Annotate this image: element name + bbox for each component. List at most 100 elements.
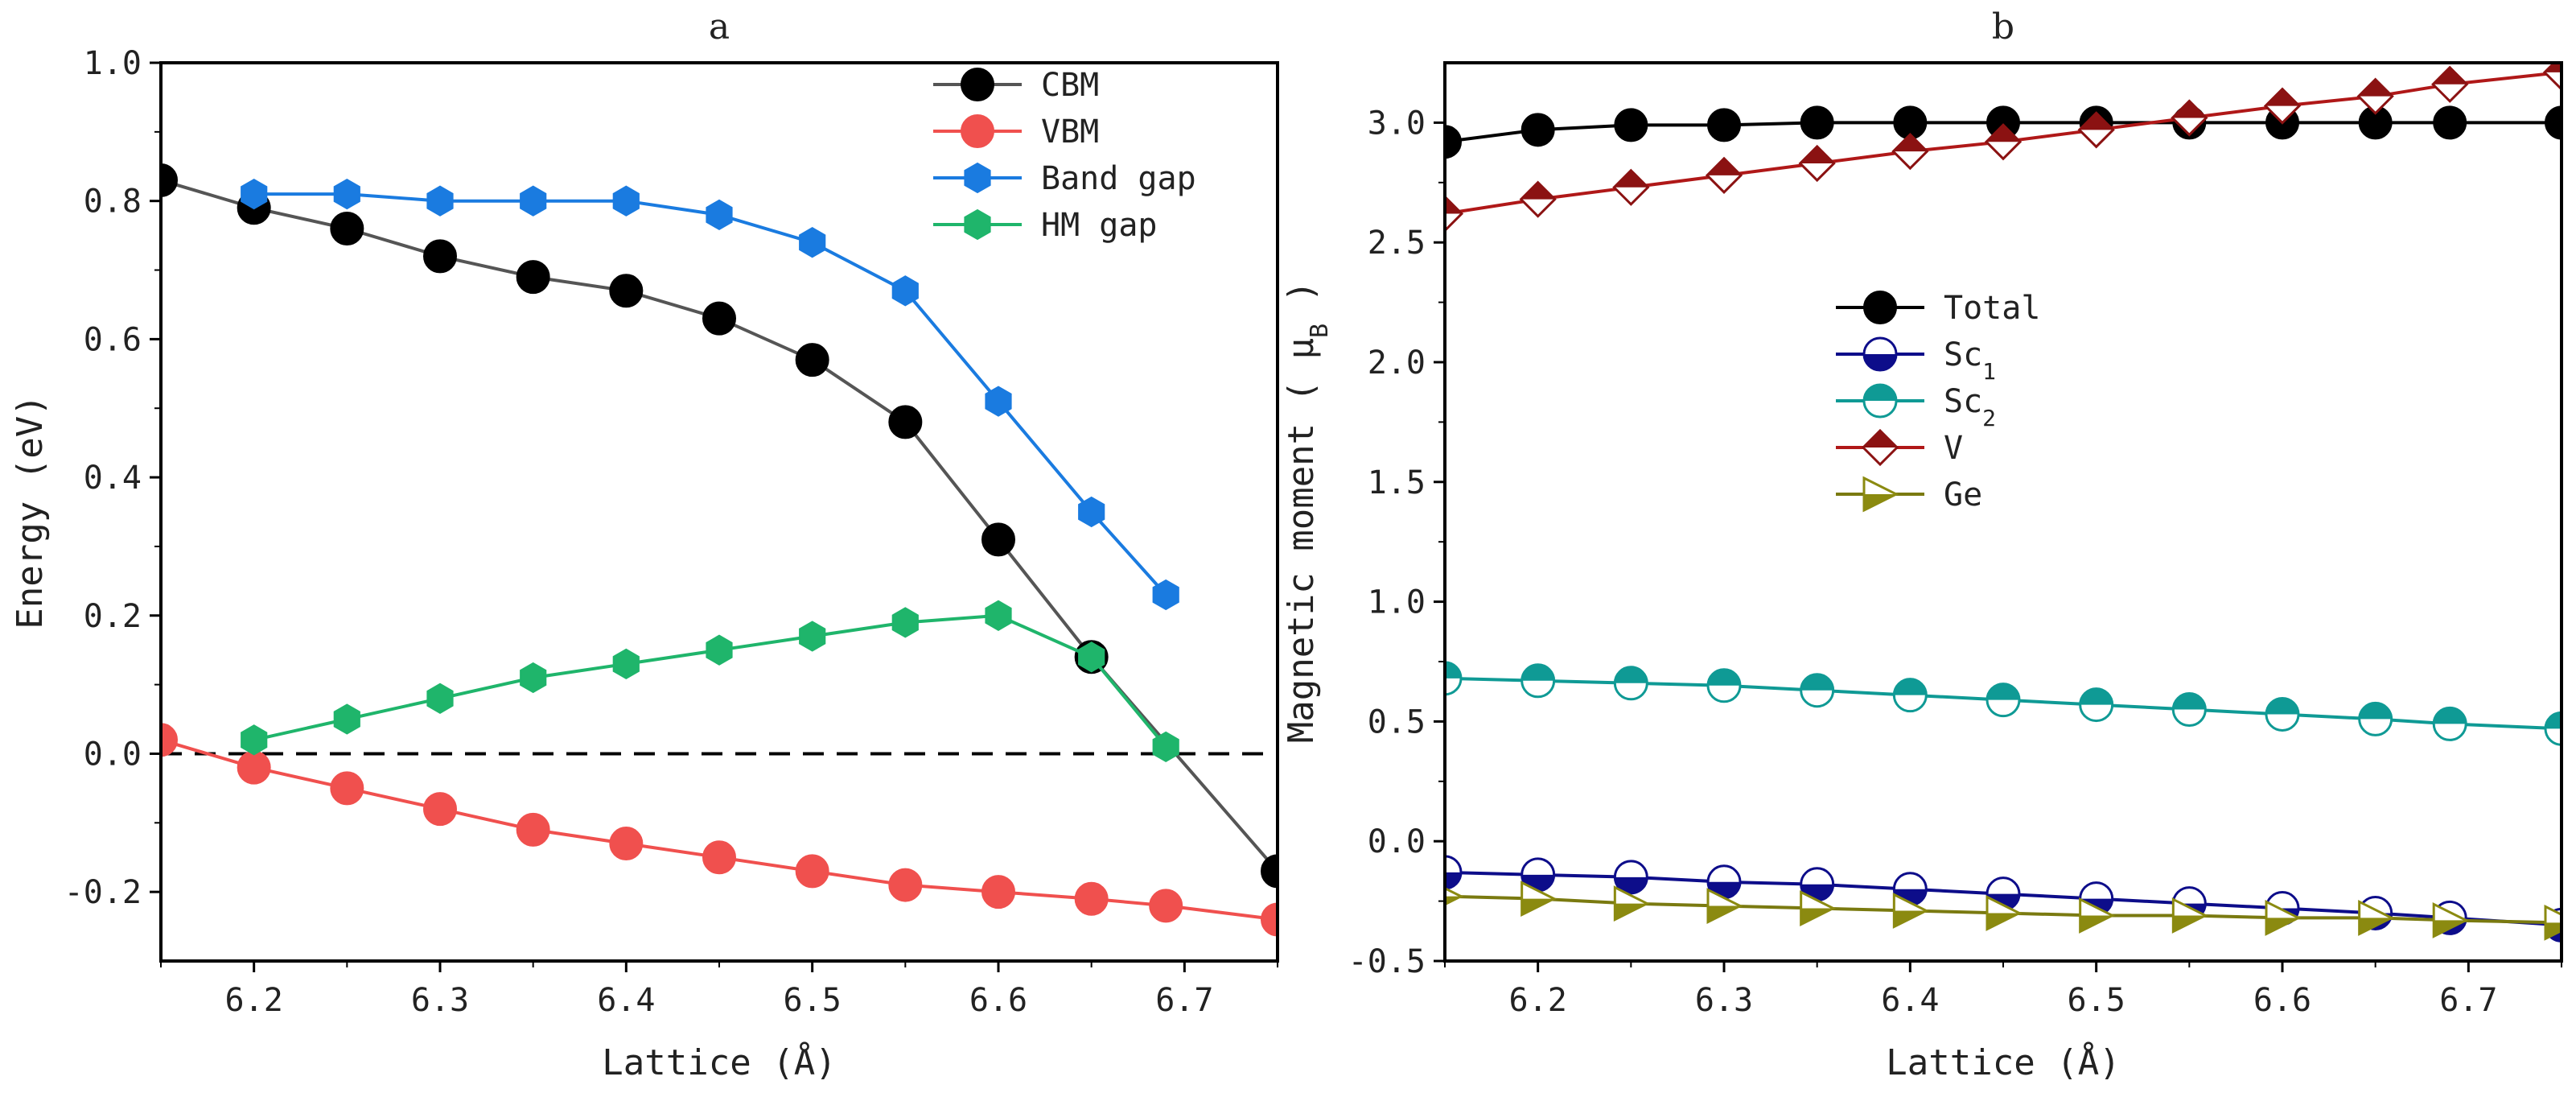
panel-a-point-band-gap bbox=[612, 185, 640, 217]
panel-b-point-ge bbox=[2544, 904, 2562, 941]
panel-b-point-sc2 bbox=[1800, 673, 1835, 708]
panel-a-point-hm-gap bbox=[426, 683, 454, 714]
panel-b-x-tick-label: 6.6 bbox=[2253, 982, 2311, 1019]
panel-a-x-axis-label: Lattice (Å) bbox=[602, 1041, 836, 1083]
panel-a-legend-label: Band gap bbox=[1041, 160, 1196, 197]
panel-a-point-cbm bbox=[1261, 854, 1278, 889]
panel-a-legend-label: VBM bbox=[1041, 113, 1099, 151]
panel-b-x-tick-label: 6.7 bbox=[2439, 982, 2497, 1019]
panel-a-series-line-band-gap bbox=[253, 192, 1167, 596]
panel-a-point-cbm bbox=[516, 260, 550, 295]
panel-a-point-band-gap bbox=[706, 199, 733, 231]
panel-b-x-tick-label: 6.2 bbox=[1509, 982, 1567, 1019]
panel-b-magnetic-moment-chart: b 6.2 6.3 6.4 6.5 6.6 6.7 -0.5 0.0 0.5 1.0 1.5 2.0 2.… bbox=[1281, 6, 2563, 1083]
panel-a-point-cbm bbox=[702, 301, 736, 336]
panel-a-point-hm-gap bbox=[612, 648, 640, 680]
panel-a-y-tick-label: 0.8 bbox=[84, 184, 142, 221]
panel-a-y-axis-label: Energy (eV) bbox=[10, 394, 51, 629]
panel-b-x-tick-label: 6.5 bbox=[2068, 982, 2125, 1019]
panel-b-point-v bbox=[2077, 111, 2115, 149]
panel-b-x-axis-label: Lattice (Å) bbox=[1886, 1041, 2120, 1083]
panel-b-y-tick-label: 2.0 bbox=[1368, 344, 1426, 382]
panel-a-x-tick-label: 6.6 bbox=[969, 982, 1027, 1019]
panel-a-series-line-cbm bbox=[161, 178, 1278, 872]
panel-a-point-vbm bbox=[1261, 902, 1278, 937]
panel-b-frame bbox=[1443, 61, 2563, 963]
panel-a-plot-area bbox=[161, 163, 1278, 937]
panel-b-legend-label: V bbox=[1944, 430, 1963, 467]
panel-a-y-tick-label: -0.2 bbox=[64, 874, 142, 911]
panel-b-point-sc2 bbox=[1706, 668, 1742, 703]
panel-b-point-ge bbox=[1800, 890, 1837, 926]
panel-b-point-v bbox=[2431, 65, 2469, 103]
panel-a-point-hm-gap bbox=[799, 621, 826, 652]
panel-a-legend-marker-cbm bbox=[961, 68, 994, 101]
panel-b-legend-item-ge: Ge bbox=[1836, 476, 1982, 514]
panel-a-y-tick-label: 0.0 bbox=[84, 736, 142, 773]
panel-a-point-vbm bbox=[888, 868, 923, 902]
panel-a-point-band-gap bbox=[1078, 496, 1105, 528]
panel-a-point-hm-gap bbox=[1152, 731, 1179, 763]
panel-b-legend-label: Ge bbox=[1944, 476, 1982, 514]
panel-a-point-hm-gap bbox=[891, 607, 919, 638]
panel-a-x-tick-label: 6.4 bbox=[597, 982, 655, 1019]
panel-a-point-vbm bbox=[423, 792, 457, 827]
panel-a-point-vbm bbox=[1149, 889, 1183, 923]
panel-b-legend-item-v: V bbox=[1836, 428, 1963, 467]
panel-b-x-tick-label: 6.4 bbox=[1881, 982, 1939, 1019]
panel-a-legend-item-band-gap: Band gap bbox=[933, 160, 1196, 197]
panel-a-legend-item-cbm: CBM bbox=[933, 67, 1099, 104]
panel-b-plot-area bbox=[1445, 63, 2562, 942]
panel-a-point-cbm bbox=[330, 212, 364, 246]
panel-a-point-vbm bbox=[795, 854, 829, 889]
panel-b-point-total bbox=[1520, 113, 1555, 147]
panel-b-point-ge bbox=[1985, 895, 2023, 931]
panel-a-x-tick-label: 6.7 bbox=[1155, 982, 1213, 1019]
panel-a-point-vbm bbox=[702, 840, 736, 875]
panel-a-x-tick-label: 6.5 bbox=[784, 982, 842, 1019]
panel-b-y-tick-label: 3.0 bbox=[1368, 105, 1426, 142]
panel-a-point-band-gap bbox=[241, 178, 268, 210]
panel-b-point-ge bbox=[1706, 888, 1743, 924]
panel-b-y-tick-label: -0.5 bbox=[1348, 943, 1426, 980]
panel-b-point-v bbox=[2356, 77, 2394, 115]
panel-b-point-total bbox=[2545, 105, 2562, 140]
panel-b-point-total bbox=[1800, 105, 1834, 140]
panel-b-point-ge bbox=[2265, 900, 2302, 936]
panel-b-point-sc2 bbox=[2544, 711, 2562, 746]
panel-b-point-v bbox=[1519, 180, 1557, 218]
panel-a-point-hm-gap bbox=[706, 634, 733, 666]
panel-b-y-tick-label: 0.5 bbox=[1368, 703, 1426, 740]
panel-a-legend-marker-vbm bbox=[961, 114, 994, 148]
panel-a-y-tick-label: 1.0 bbox=[84, 45, 142, 82]
panel-a-point-vbm bbox=[516, 812, 550, 847]
panel-a-point-vbm bbox=[237, 750, 271, 785]
panel-b-legend-item-sc2: Sc2 bbox=[1836, 383, 1996, 431]
panel-b-point-v bbox=[2171, 99, 2208, 137]
panel-b-point-ge bbox=[2079, 897, 2116, 934]
panel-b-y-tick-label: 0.0 bbox=[1368, 823, 1426, 860]
panel-b-point-sc2 bbox=[2358, 701, 2393, 736]
panel-a-energy-chart: a 6.2 6.3 6.4 6.5 6.6 6.7 -0.2 0.0 0.2 0.4 0.6 0.8 1.… bbox=[10, 6, 1279, 1083]
panel-b-point-v bbox=[1612, 168, 1650, 206]
panel-b-point-sc2 bbox=[1613, 666, 1648, 701]
panel-b-point-sc2 bbox=[1985, 683, 2021, 718]
panel-b-legend-marker-sc2 bbox=[1862, 383, 1898, 419]
panel-a-point-band-gap bbox=[891, 275, 919, 307]
panel-a-legend: CBM VBM Band gap HM gap bbox=[933, 67, 1196, 244]
panel-b-legend-label: Total bbox=[1944, 290, 2040, 327]
panel-b-point-ge bbox=[2432, 901, 2469, 938]
panel-a-legend-marker-band-gap bbox=[964, 162, 991, 194]
panel-b-legend-label: Sc1 bbox=[1944, 336, 1996, 385]
panel-a-x-tick-label: 6.2 bbox=[225, 982, 283, 1019]
panel-b-point-ge bbox=[1613, 885, 1650, 922]
panel-a-legend-marker-hm-gap bbox=[964, 208, 991, 241]
panel-a-legend-item-vbm: VBM bbox=[933, 113, 1099, 151]
panel-a-point-vbm bbox=[161, 723, 178, 757]
panel-b-title: b bbox=[1992, 6, 2014, 47]
panel-a-point-band-gap bbox=[333, 178, 360, 210]
panel-b-point-sc2 bbox=[1892, 678, 1928, 713]
panel-b-y-tick-label: 1.0 bbox=[1368, 584, 1426, 621]
panel-a-point-hm-gap bbox=[1078, 641, 1105, 673]
